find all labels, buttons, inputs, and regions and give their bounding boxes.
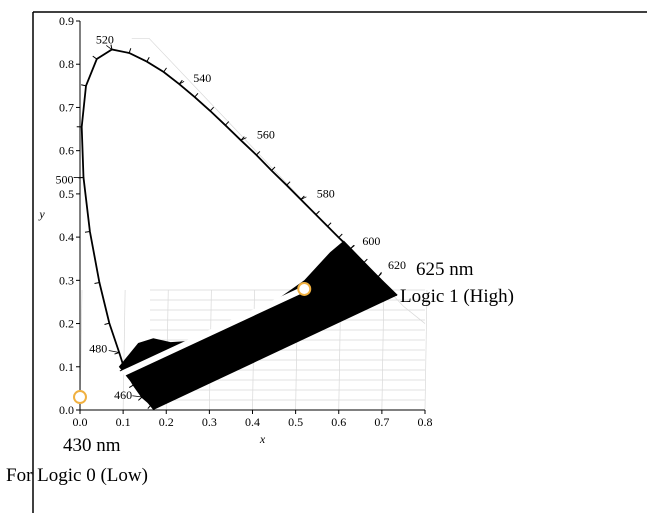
logic-link-line	[121, 286, 306, 376]
y-tick-label: 0.4	[59, 230, 74, 244]
y-tick-label: 0.8	[59, 57, 74, 71]
y-axis-label: y	[38, 207, 45, 221]
wavelength-label-500: 500	[55, 172, 73, 186]
x-tick-label: 0.0	[73, 415, 88, 429]
x-axis-label: x	[259, 432, 266, 446]
y-tick-label: 0.1	[59, 360, 74, 374]
x-tick-label: 0.8	[418, 415, 433, 429]
y-tick-label: 0.2	[59, 317, 74, 331]
x-tick-label: 0.4	[245, 415, 260, 429]
wavelength-label-460: 460	[114, 388, 132, 402]
marker-430nm	[73, 390, 87, 405]
wavelength-label-480: 480	[89, 342, 107, 356]
wavelength-label-600: 600	[362, 234, 380, 248]
wavelength-label-620: 620	[388, 258, 406, 272]
y-tick-label: 0.3	[59, 273, 74, 287]
wavelength-label-520: 520	[96, 33, 114, 47]
y-tick-label: 0.9	[59, 14, 74, 28]
x-tick-label: 0.5	[288, 415, 303, 429]
label-625nm: 625 nm	[416, 259, 474, 280]
label-logic-high: Logic 1 (High)	[400, 286, 514, 307]
y-tick-label: 0.6	[59, 144, 74, 158]
wavelength-label-560: 560	[257, 127, 275, 141]
x-tick-label: 0.2	[159, 415, 174, 429]
label-430nm: 430 nm	[63, 435, 121, 456]
marker-625nm	[297, 281, 312, 296]
label-logic-low: For Logic 0 (Low)	[6, 465, 148, 486]
y-tick-label: 0.7	[59, 100, 74, 114]
x-tick-label: 0.7	[374, 415, 389, 429]
y-tick-label: 0.5	[59, 187, 74, 201]
wavelength-label-580: 580	[317, 187, 335, 201]
x-tick-label: 0.1	[116, 415, 131, 429]
x-tick-label: 0.6	[331, 415, 346, 429]
y-tick-label: 0.0	[59, 403, 74, 417]
gamut-region	[118, 240, 398, 410]
axes: 0.0 0.1 0.2 0.3 0.4 0.5 0.6 0.7 0.8 0.0 0.1 0.2 0.3 0…	[38, 14, 432, 446]
wavelength-label-540: 540	[193, 71, 211, 85]
x-tick-label: 0.3	[202, 415, 217, 429]
locus-ticks: 460 480 500 520 540 560 580 600 620	[55, 33, 406, 409]
